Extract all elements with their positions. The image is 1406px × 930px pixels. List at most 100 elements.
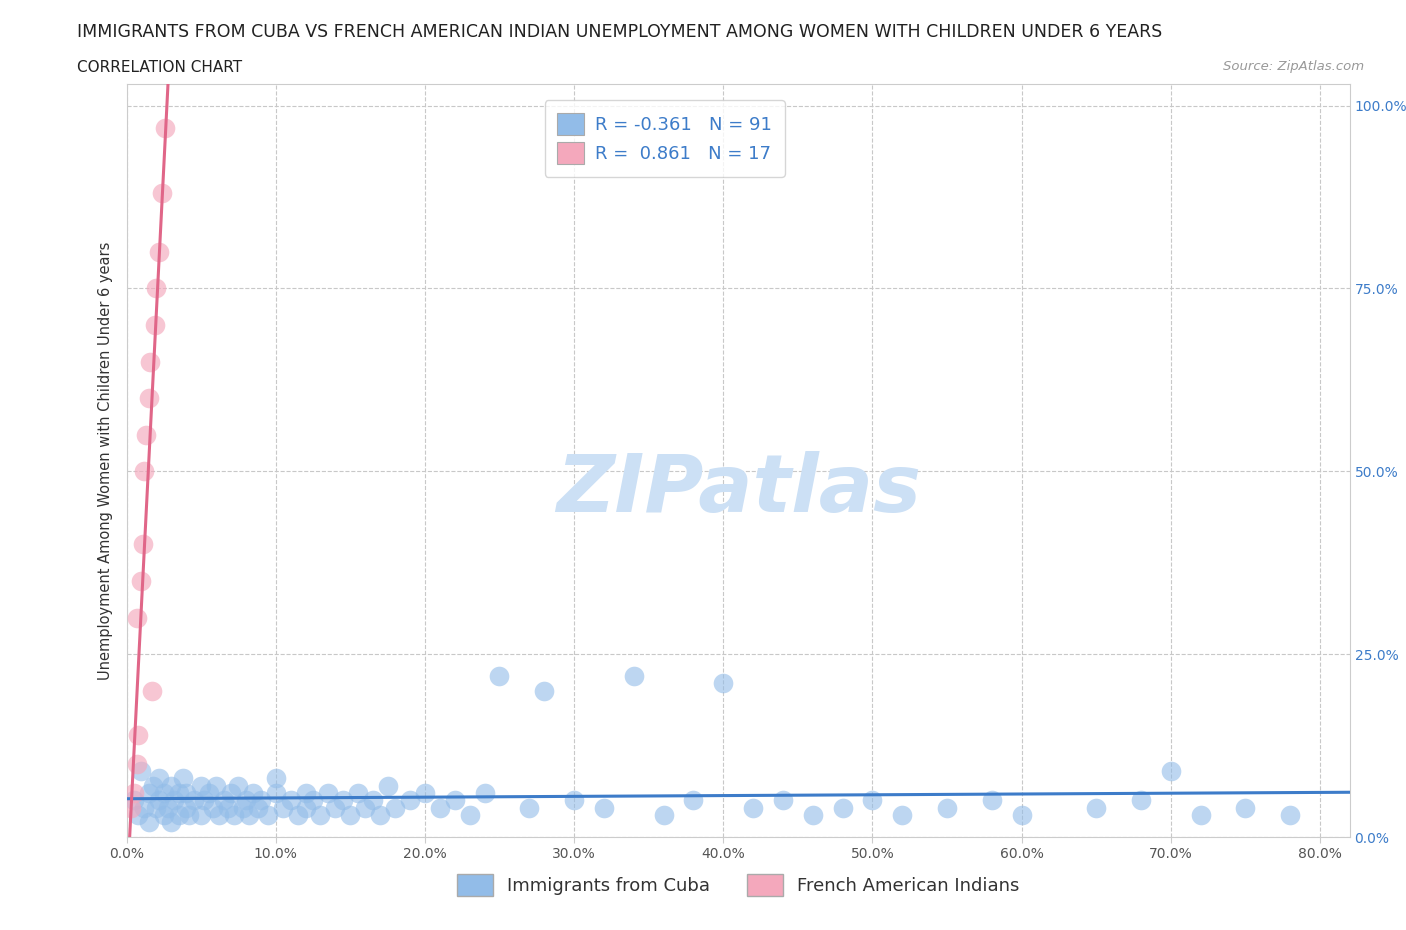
Point bbox=[138, 391, 160, 405]
Point bbox=[593, 801, 616, 816]
Point bbox=[309, 807, 332, 822]
Point bbox=[246, 801, 269, 816]
Point bbox=[134, 464, 156, 479]
Point bbox=[153, 786, 176, 801]
Point bbox=[142, 778, 165, 793]
Text: Source: ZipAtlas.com: Source: ZipAtlas.com bbox=[1223, 60, 1364, 73]
Point bbox=[160, 778, 183, 793]
Point bbox=[368, 807, 391, 822]
Point bbox=[139, 354, 162, 369]
Point bbox=[287, 807, 309, 822]
Point bbox=[294, 801, 316, 816]
Point bbox=[257, 807, 280, 822]
Point bbox=[980, 793, 1002, 808]
Point bbox=[354, 801, 377, 816]
Point bbox=[134, 801, 156, 816]
Point bbox=[122, 793, 145, 808]
Point bbox=[141, 684, 163, 698]
Point bbox=[264, 771, 287, 786]
Point bbox=[346, 786, 368, 801]
Point bbox=[183, 793, 205, 808]
Point bbox=[132, 537, 155, 551]
Point bbox=[339, 807, 361, 822]
Text: IMMIGRANTS FROM CUBA VS FRENCH AMERICAN INDIAN UNEMPLOYMENT AMONG WOMEN WITH CHI: IMMIGRANTS FROM CUBA VS FRENCH AMERICAN … bbox=[77, 23, 1163, 41]
Point bbox=[125, 756, 148, 771]
Point bbox=[160, 815, 183, 830]
Point bbox=[212, 793, 235, 808]
Point bbox=[138, 815, 160, 830]
Point bbox=[271, 801, 294, 816]
Point bbox=[474, 786, 496, 801]
Legend: Immigrants from Cuba, French American Indians: Immigrants from Cuba, French American In… bbox=[450, 867, 1026, 903]
Point bbox=[131, 574, 153, 589]
Point bbox=[533, 684, 555, 698]
Point bbox=[148, 793, 170, 808]
Point bbox=[190, 807, 212, 822]
Point bbox=[193, 793, 215, 808]
Point bbox=[172, 771, 194, 786]
Point bbox=[228, 778, 250, 793]
Point bbox=[801, 807, 824, 822]
Point bbox=[238, 807, 260, 822]
Point bbox=[143, 318, 166, 333]
Point bbox=[197, 786, 219, 801]
Point bbox=[242, 786, 264, 801]
Point bbox=[831, 801, 853, 816]
Point bbox=[217, 801, 239, 816]
Point bbox=[377, 778, 399, 793]
Point bbox=[202, 801, 225, 816]
Point bbox=[138, 786, 160, 801]
Point bbox=[148, 771, 170, 786]
Point bbox=[190, 778, 212, 793]
Point bbox=[384, 801, 406, 816]
Point bbox=[443, 793, 465, 808]
Point bbox=[135, 427, 157, 442]
Point bbox=[860, 793, 883, 808]
Point bbox=[1279, 807, 1302, 822]
Point bbox=[235, 793, 257, 808]
Point bbox=[294, 786, 316, 801]
Point bbox=[772, 793, 794, 808]
Point bbox=[361, 793, 384, 808]
Point bbox=[325, 801, 347, 816]
Point bbox=[458, 807, 481, 822]
Point bbox=[208, 807, 231, 822]
Point bbox=[125, 610, 148, 625]
Point bbox=[1129, 793, 1152, 808]
Point bbox=[562, 793, 585, 808]
Point bbox=[1234, 801, 1257, 816]
Point bbox=[163, 793, 186, 808]
Point bbox=[174, 786, 197, 801]
Point bbox=[120, 801, 142, 816]
Point bbox=[222, 807, 245, 822]
Point bbox=[122, 786, 145, 801]
Point bbox=[1160, 764, 1182, 778]
Point bbox=[153, 807, 176, 822]
Point bbox=[742, 801, 765, 816]
Point bbox=[302, 793, 325, 808]
Point bbox=[413, 786, 436, 801]
Point bbox=[623, 669, 645, 684]
Point bbox=[150, 186, 173, 201]
Point bbox=[145, 801, 167, 816]
Point bbox=[127, 807, 149, 822]
Point bbox=[145, 281, 167, 296]
Point bbox=[488, 669, 510, 684]
Point bbox=[316, 786, 339, 801]
Point bbox=[264, 786, 287, 801]
Text: ZIPatlas: ZIPatlas bbox=[555, 451, 921, 529]
Point bbox=[148, 245, 170, 259]
Point bbox=[652, 807, 675, 822]
Point bbox=[157, 801, 180, 816]
Point bbox=[167, 807, 190, 822]
Point bbox=[1085, 801, 1108, 816]
Point bbox=[232, 801, 254, 816]
Point bbox=[711, 676, 734, 691]
Point bbox=[179, 807, 201, 822]
Point bbox=[1011, 807, 1033, 822]
Point bbox=[167, 786, 190, 801]
Point bbox=[399, 793, 422, 808]
Point bbox=[429, 801, 451, 816]
Point bbox=[205, 778, 228, 793]
Point bbox=[332, 793, 354, 808]
